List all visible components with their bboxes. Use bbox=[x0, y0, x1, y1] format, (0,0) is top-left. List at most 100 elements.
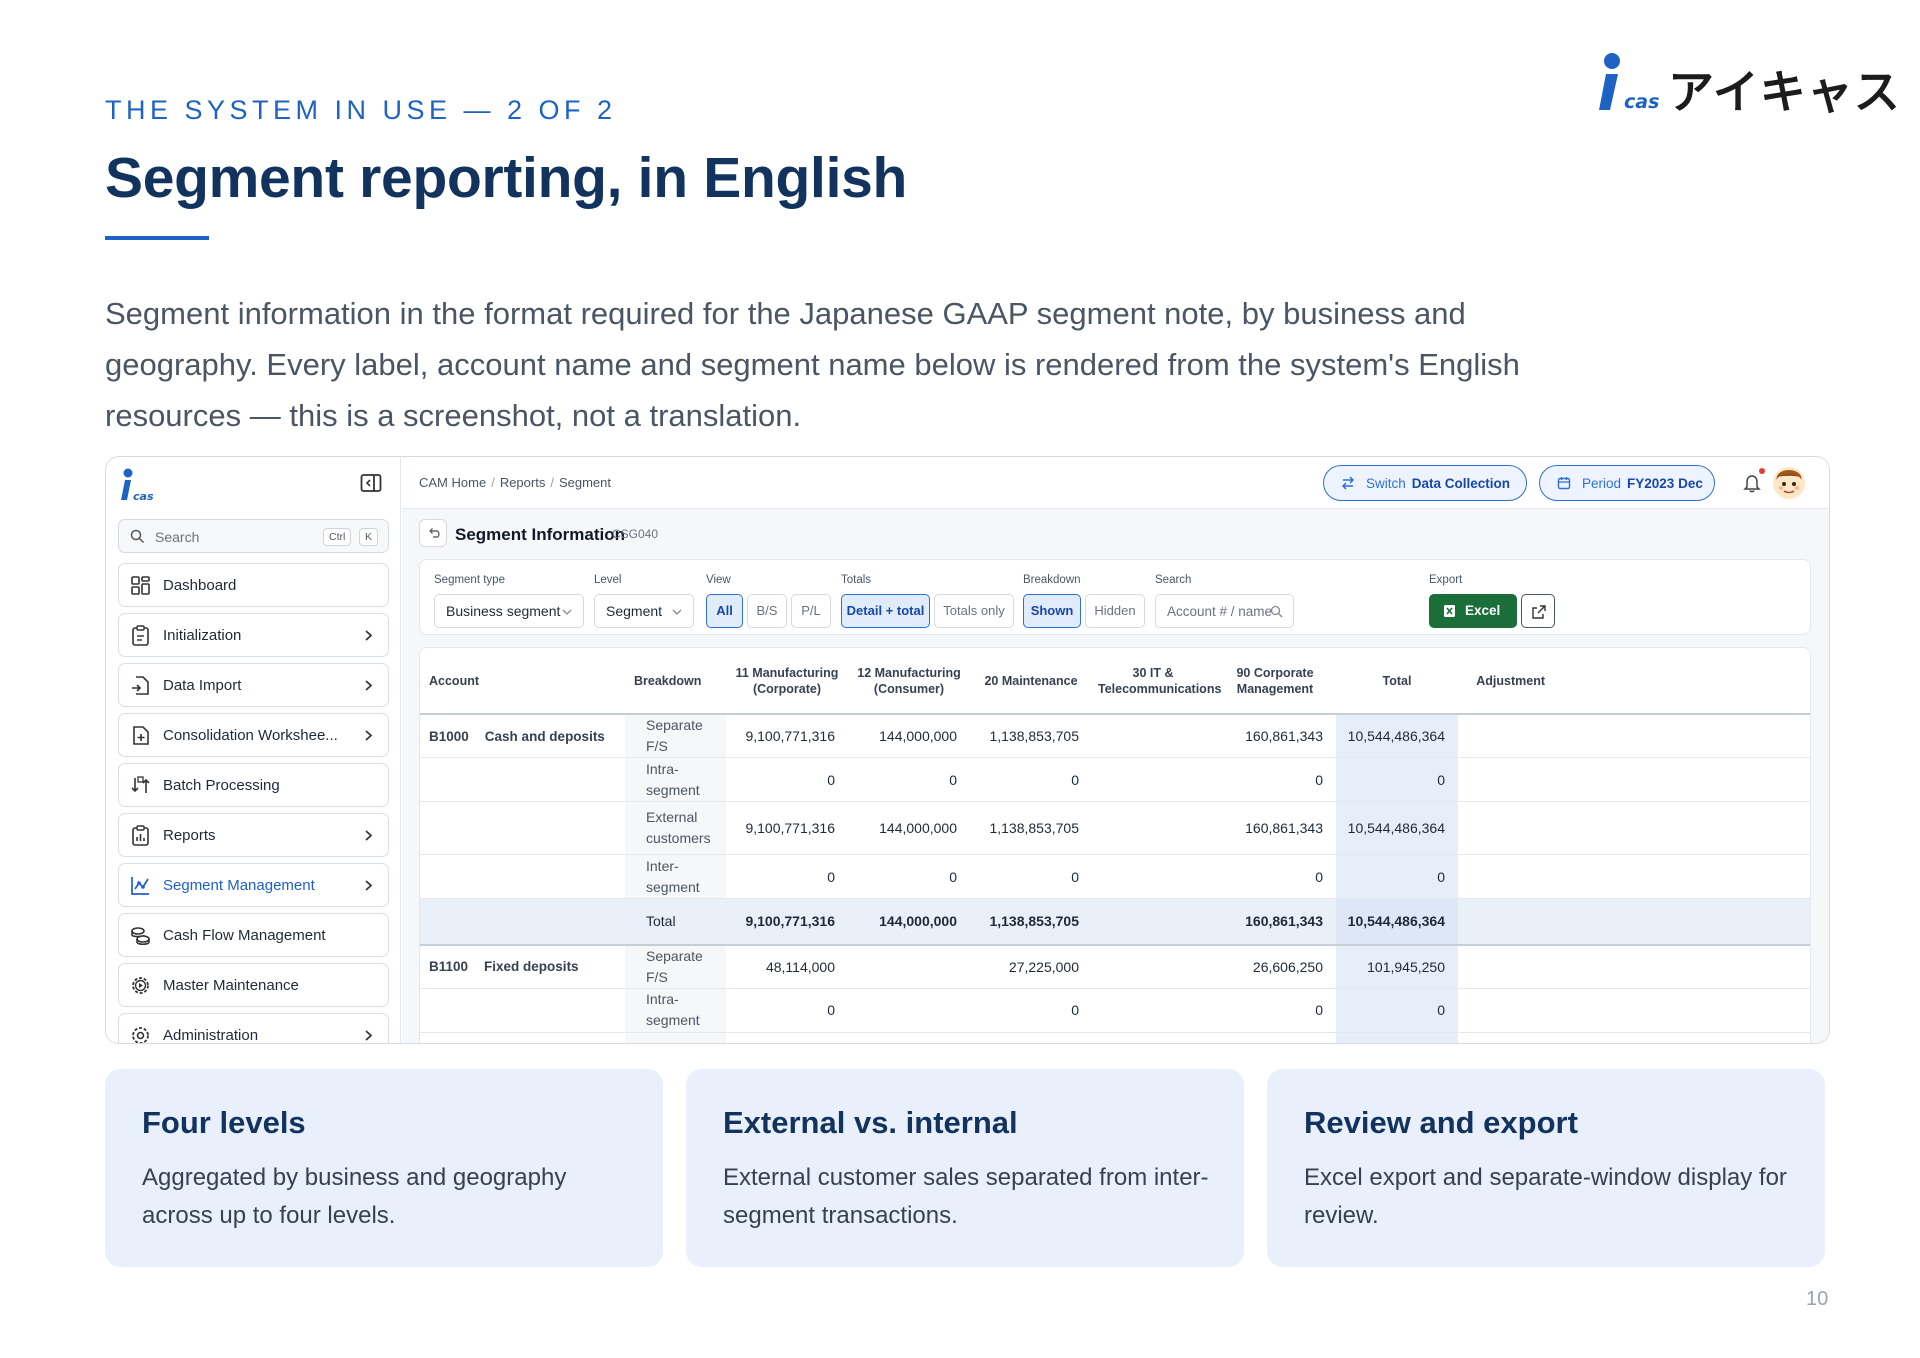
column-header[interactable]: 11 Manufacturing (Corporate) bbox=[726, 648, 848, 715]
sidebar-item-reports[interactable]: Reports bbox=[118, 813, 389, 857]
account-search-input[interactable]: Account # / name bbox=[1155, 594, 1294, 628]
filler-cell bbox=[1558, 757, 1810, 802]
level-select[interactable]: Segment bbox=[594, 594, 694, 628]
sidebar-item-dashboard[interactable]: Dashboard bbox=[118, 563, 389, 607]
column-header[interactable]: Total bbox=[1336, 648, 1458, 715]
open-window-button[interactable] bbox=[1521, 594, 1555, 628]
breakdown-cell: External bbox=[625, 1032, 726, 1043]
account-name: Cash and deposits bbox=[484, 728, 605, 744]
app-screenshot: cas Search Ctrl K Dashboard Initializati… bbox=[105, 456, 1830, 1044]
column-header[interactable]: 20 Maintenance bbox=[970, 648, 1092, 715]
svg-text:cas: cas bbox=[133, 490, 154, 503]
sidebar-item-master-maintenance[interactable]: Master Maintenance bbox=[118, 963, 389, 1007]
total-cell bbox=[1336, 1032, 1458, 1043]
view-all-button[interactable]: All bbox=[706, 594, 743, 628]
avatar[interactable] bbox=[1772, 466, 1806, 500]
period-button[interactable]: Period FY2023 Dec bbox=[1539, 465, 1715, 501]
value-cell: 0 bbox=[848, 757, 970, 802]
chevron-down-icon bbox=[562, 609, 572, 615]
total-cell: 10,544,486,364 bbox=[1336, 898, 1458, 946]
breadcrumb-current: Segment bbox=[558, 475, 612, 490]
switch-label: Switch bbox=[1366, 476, 1406, 491]
sidebar-item-batch-processing[interactable]: Batch Processing bbox=[118, 763, 389, 807]
sidebar-collapse-icon[interactable] bbox=[360, 473, 382, 493]
back-button[interactable] bbox=[419, 519, 447, 547]
sidebar-item-data-import[interactable]: Data Import bbox=[118, 663, 389, 707]
sidebar-item-initialization[interactable]: Initialization bbox=[118, 613, 389, 657]
value-cell bbox=[1092, 1032, 1214, 1043]
account-cell bbox=[420, 988, 625, 1033]
switch-value: Data Collection bbox=[1411, 476, 1511, 491]
breadcrumb-home[interactable]: CAM Home bbox=[419, 475, 487, 490]
view-pl-button[interactable]: P/L bbox=[791, 594, 831, 628]
breakdown-hidden-button[interactable]: Hidden bbox=[1085, 594, 1145, 628]
column-header[interactable]: Adjustment bbox=[1458, 648, 1558, 715]
sidebar-item-segment-management[interactable]: Segment Management bbox=[118, 863, 389, 907]
sidebar-item-label: Cash Flow Management bbox=[163, 927, 326, 944]
switch-data-collection-button[interactable]: Switch Data Collection bbox=[1323, 465, 1527, 501]
breakdown-cell: Separate F/S bbox=[625, 944, 726, 989]
value-cell: 0 bbox=[726, 988, 848, 1033]
column-header[interactable]: 12 Manufacturing (Consumer) bbox=[848, 648, 970, 715]
screen-code: CSG040 bbox=[612, 527, 659, 541]
excel-export-button[interactable]: Excel bbox=[1429, 594, 1517, 628]
view-label: View bbox=[706, 574, 731, 586]
totals-only-button[interactable]: Totals only bbox=[934, 594, 1014, 628]
segment-table: Account Breakdown 11 Manufacturing (Corp… bbox=[420, 648, 1810, 1043]
dashboard-icon bbox=[131, 576, 150, 595]
segment-type-select[interactable]: Business segment bbox=[434, 594, 584, 628]
bell-icon[interactable] bbox=[1743, 473, 1761, 493]
table-total-row[interactable]: Total 9,100,771,316 144,000,000 1,138,853,7… bbox=[420, 898, 1810, 946]
page-header: Segment Information CSG040 bbox=[419, 519, 1811, 555]
sidebar-item-administration[interactable]: Administration bbox=[118, 1013, 389, 1044]
value-cell bbox=[1458, 1032, 1558, 1043]
table-row[interactable]: Intra-segment 0 0 0 0 0 bbox=[420, 757, 1810, 802]
value-cell: 160,861,343 bbox=[1214, 898, 1336, 946]
breakdown-cell: External customers bbox=[625, 801, 726, 855]
table-row[interactable]: External bbox=[420, 1032, 1810, 1043]
value-cell: 9,100,771,316 bbox=[726, 801, 848, 855]
table-row[interactable]: B1000 Cash and deposits Separate F/S 9,100,… bbox=[420, 714, 1810, 758]
sidebar-item-label: Master Maintenance bbox=[163, 977, 299, 994]
breakdown-label: Breakdown bbox=[1023, 574, 1081, 586]
svg-text:cas: cas bbox=[1624, 91, 1659, 113]
app-logo-icon: cas bbox=[121, 468, 154, 503]
period-label: Period bbox=[1582, 476, 1622, 491]
card-body: External customer sales separated from i… bbox=[723, 1164, 1209, 1229]
value-cell bbox=[1458, 944, 1558, 989]
column-header[interactable]: Breakdown bbox=[625, 648, 726, 715]
column-header[interactable]: 30 IT & Telecommunications bbox=[1092, 648, 1221, 715]
coins-icon bbox=[131, 927, 150, 946]
sidebar-item-label: Administration bbox=[163, 1027, 259, 1044]
breakdown-shown-button[interactable]: Shown bbox=[1023, 594, 1081, 628]
column-header[interactable]: Account bbox=[420, 648, 625, 715]
excel-label: Excel bbox=[1465, 603, 1501, 618]
value-cell bbox=[1458, 898, 1558, 946]
table-row[interactable]: External customers 9,100,771,316 144,000,0… bbox=[420, 801, 1810, 855]
sidebar-search-input[interactable]: Search Ctrl K bbox=[118, 519, 389, 553]
filler-cell bbox=[1558, 898, 1810, 946]
sidebar-item-consolidation-worksheet[interactable]: Consolidation Workshee... bbox=[118, 713, 389, 757]
view-bs-button[interactable]: B/S bbox=[747, 594, 787, 628]
breadcrumb-reports[interactable]: Reports bbox=[499, 475, 546, 490]
sidebar-item-label: Dashboard bbox=[163, 577, 237, 594]
value-cell: 0 bbox=[970, 854, 1092, 899]
table-row[interactable]: Inter-segment 0 0 0 0 0 bbox=[420, 854, 1810, 899]
table-row[interactable]: B1100 Fixed deposits Separate F/S 48,114,00… bbox=[420, 944, 1810, 989]
search-label: Search bbox=[1155, 574, 1192, 586]
sidebar-item-cash-flow-management[interactable]: Cash Flow Management bbox=[118, 913, 389, 957]
value-cell bbox=[848, 1032, 970, 1043]
account-cell bbox=[420, 854, 625, 899]
card-body: Aggregated by business and geography acr… bbox=[142, 1164, 567, 1229]
totals-detail-button[interactable]: Detail + total bbox=[841, 594, 930, 628]
page-number: 10 bbox=[1806, 1288, 1829, 1310]
search-placeholder: Search bbox=[155, 529, 200, 545]
account-code: B1100 bbox=[429, 959, 469, 974]
logo-text: アイキャス bbox=[1668, 65, 1901, 119]
column-header[interactable]: 90 Corporate Management bbox=[1214, 648, 1336, 715]
report-icon bbox=[132, 825, 149, 846]
card-title: Review and export bbox=[1304, 1105, 1578, 1140]
table-row[interactable]: Intra-segment 0 0 0 0 bbox=[420, 988, 1810, 1033]
breakdown-cell: Separate F/S bbox=[625, 714, 726, 758]
total-cell: 0 bbox=[1336, 757, 1458, 802]
